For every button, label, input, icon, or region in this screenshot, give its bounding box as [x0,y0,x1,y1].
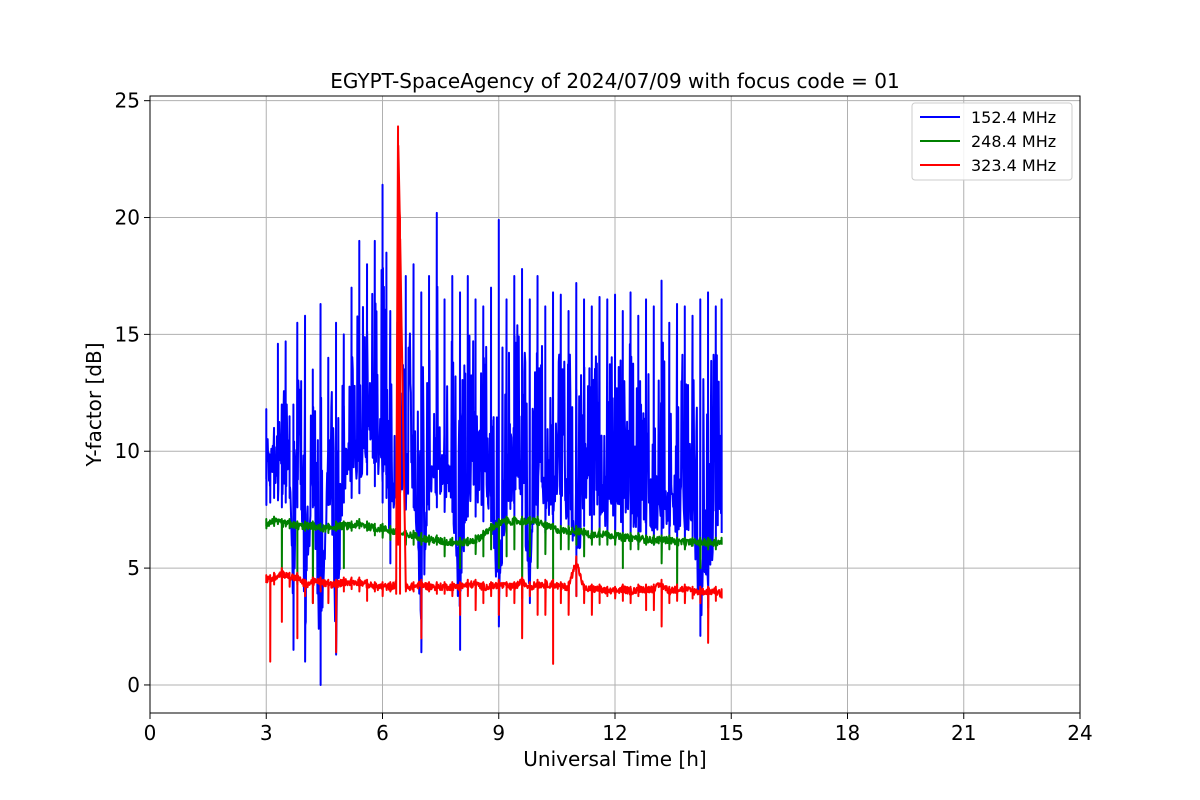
series-line-1 [265,183,723,686]
x-tick-label: 6 [376,721,389,745]
x-tick-label: 21 [951,721,976,745]
series-layer [265,125,723,686]
series-line-2 [265,515,723,605]
legend: 152.4 MHz 248.4 MHz 323.4 MHz [911,102,1073,181]
x-tick-label: 15 [719,721,744,745]
y-axis-label: Y-factor [dB] [82,342,106,467]
y-tick-label: 10 [115,439,140,463]
x-tick-label: 9 [492,721,505,745]
legend-label: 248.4 MHz [971,132,1056,151]
y-tick-label: 15 [115,322,140,346]
legend-box [911,102,1073,181]
x-axis-label: Universal Time [h] [523,747,706,771]
x-tick-label: 12 [602,721,627,745]
x-tick-label: 18 [835,721,860,745]
chart-title: EGYPT-SpaceAgency of 2024/07/09 with foc… [330,69,899,93]
y-tick-label: 0 [127,673,140,697]
ticks: 0 3 6 9 12 15 18 21 24 0 5 10 15 20 25 [115,89,1093,745]
legend-label: 152.4 MHz [971,108,1056,127]
x-tick-label: 24 [1067,721,1092,745]
y-tick-label: 20 [115,206,140,230]
series-line-3 [265,125,723,665]
x-tick-label: 0 [144,721,157,745]
legend-label: 323.4 MHz [971,156,1056,175]
y-tick-label: 5 [127,556,140,580]
x-tick-label: 3 [260,721,273,745]
y-tick-label: 25 [115,89,140,113]
